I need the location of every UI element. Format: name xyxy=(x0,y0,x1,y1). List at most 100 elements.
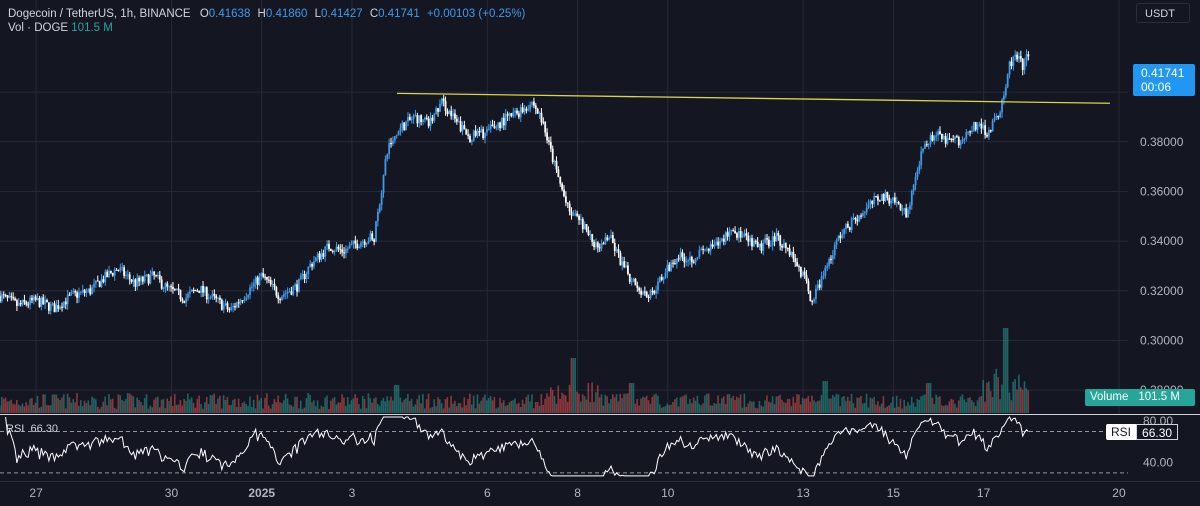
candle-body xyxy=(948,138,951,140)
volume-bar xyxy=(378,405,381,413)
candle-body xyxy=(493,125,496,128)
volume-bar xyxy=(375,397,377,413)
candle-body xyxy=(924,144,926,149)
volume-bar xyxy=(34,402,37,413)
volume-label[interactable]: Vol · DOGE xyxy=(8,22,69,34)
candle-body xyxy=(230,307,233,310)
candle-body xyxy=(215,295,218,299)
volume-bar xyxy=(230,404,232,413)
candle-body xyxy=(978,123,981,126)
candle-body xyxy=(848,227,851,231)
candle-body xyxy=(944,136,947,144)
volume-bar xyxy=(674,399,676,413)
volume-bar xyxy=(751,401,753,413)
volume-bar xyxy=(854,407,857,413)
volume-bar xyxy=(824,381,827,413)
candle-body xyxy=(258,275,261,285)
symbol-title[interactable]: Dogecoin / TetherUS, 1h, BINANCE xyxy=(8,8,191,20)
volume-bar xyxy=(446,397,449,413)
volume-bar xyxy=(925,383,928,413)
volume-bar xyxy=(322,406,325,413)
candle-body xyxy=(747,235,750,242)
candle-body xyxy=(196,290,199,292)
volume-bar xyxy=(113,407,116,413)
volume-bar xyxy=(523,403,526,413)
volume-bar xyxy=(531,394,533,413)
volume-bar xyxy=(835,393,838,413)
volume-bar xyxy=(267,405,270,413)
candle-body xyxy=(14,298,16,301)
candle-body xyxy=(801,271,804,277)
candle-body xyxy=(615,249,618,252)
time-axis[interactable]: 27 30 2025 3 6 8 10 13 15 17 20 xyxy=(0,481,1200,501)
volume-bar xyxy=(781,399,783,413)
volume-bar xyxy=(944,404,947,413)
candle-body xyxy=(538,112,541,114)
candle-body xyxy=(623,261,626,268)
currency-button[interactable]: USDT xyxy=(1136,3,1190,23)
candle-body xyxy=(164,283,167,289)
volume-bar xyxy=(147,408,150,413)
candle-body xyxy=(578,215,580,220)
candle-body xyxy=(98,281,101,287)
candle-body xyxy=(326,243,329,247)
volume-bar xyxy=(352,398,355,413)
candle-body xyxy=(549,141,552,149)
volume-bar xyxy=(807,395,810,413)
rsi-tick-label: 40.00 xyxy=(1143,456,1173,470)
candle-body xyxy=(188,291,191,294)
volume-bar xyxy=(700,405,702,413)
volume-bar xyxy=(358,404,360,413)
candle-body xyxy=(764,238,767,243)
volume-bar xyxy=(158,407,161,413)
volume-bar xyxy=(361,395,364,413)
candle-body xyxy=(1021,58,1024,70)
candle-body xyxy=(854,217,857,220)
volume-bar xyxy=(1027,390,1030,413)
candle-body xyxy=(286,291,289,294)
volume-bar xyxy=(775,396,778,413)
volume-bar xyxy=(299,400,302,413)
candle-body xyxy=(784,243,787,249)
volume-bar xyxy=(168,400,170,413)
open-value: 0.41638 xyxy=(208,8,251,20)
price-axis[interactable]: 0.400000.380000.360000.340000.320000.300… xyxy=(1140,85,1184,397)
volume-bar xyxy=(606,396,608,413)
candle-body xyxy=(108,271,110,278)
volume-bar xyxy=(884,407,887,413)
volume-bar xyxy=(207,403,210,413)
candle-body xyxy=(717,241,720,246)
volume-bar xyxy=(743,393,746,413)
volume-bar xyxy=(794,402,796,413)
volume-bar xyxy=(4,397,7,413)
candle-body xyxy=(830,258,832,260)
volume-bar xyxy=(271,404,274,413)
volume-bar xyxy=(822,381,825,413)
candle-body xyxy=(504,114,507,126)
candle-body xyxy=(587,230,590,235)
volume-bar xyxy=(31,397,33,413)
candle-body xyxy=(102,279,105,283)
candle-body xyxy=(202,286,204,293)
candle-body xyxy=(713,244,716,247)
candle-body xyxy=(260,273,263,276)
candle-body xyxy=(113,269,116,276)
volume-bar xyxy=(123,401,125,413)
volume-bar xyxy=(149,405,152,413)
volume-bar xyxy=(392,400,394,413)
candle-body xyxy=(799,267,802,277)
rsi-legend[interactable]: RSI 66.30 xyxy=(6,423,58,435)
volume-bar xyxy=(437,397,439,413)
volume-bar xyxy=(416,399,419,413)
volume-bar xyxy=(604,394,607,413)
candle-body xyxy=(457,120,460,122)
volume-bar xyxy=(595,392,597,413)
candle-body xyxy=(311,264,313,267)
volume-bar xyxy=(258,400,261,413)
candle-body xyxy=(760,243,763,251)
candle-body xyxy=(360,242,362,247)
volume-bar xyxy=(313,400,315,413)
candle-body xyxy=(1014,54,1017,57)
